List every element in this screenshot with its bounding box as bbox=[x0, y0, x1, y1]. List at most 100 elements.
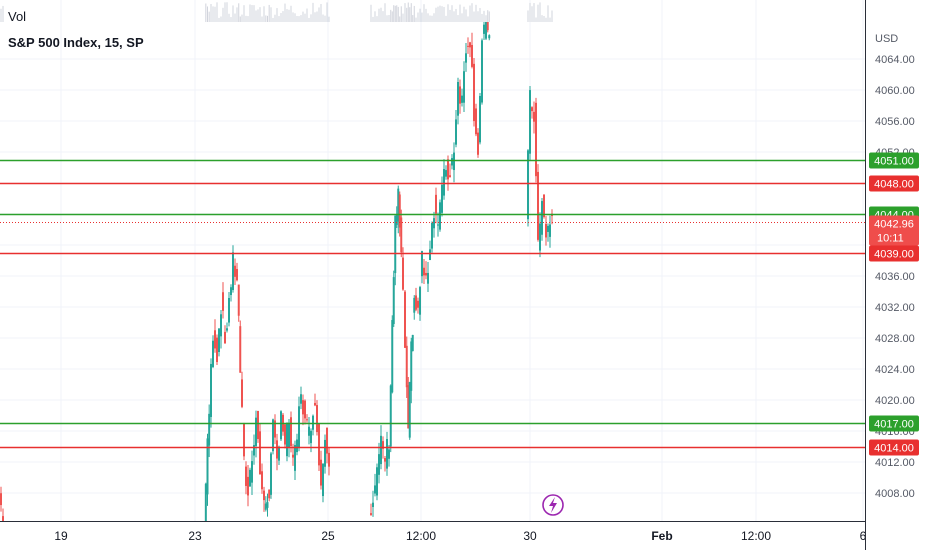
candle-body bbox=[239, 326, 242, 373]
candle-body bbox=[547, 225, 549, 232]
symbol-title[interactable]: S&P 500 Index, 15, SP bbox=[8, 35, 144, 50]
candle-body bbox=[237, 284, 240, 316]
level-price-tag bbox=[869, 245, 919, 262]
y-tick-label: 4008.00 bbox=[875, 488, 915, 500]
candle-body bbox=[228, 298, 230, 323]
candle-body bbox=[486, 22, 489, 31]
candle-body bbox=[537, 171, 539, 240]
candle-body bbox=[453, 152, 455, 171]
candle-body bbox=[214, 330, 216, 349]
candle-body bbox=[447, 159, 449, 180]
y-tick-label: 4024.00 bbox=[875, 364, 915, 376]
volume-bar bbox=[230, 17, 232, 22]
volume-bar bbox=[447, 4, 449, 22]
volume-bar bbox=[270, 7, 272, 23]
candle-body bbox=[0, 493, 2, 506]
candle-body bbox=[212, 340, 214, 368]
candle-body bbox=[264, 503, 267, 510]
volume-bar bbox=[427, 13, 429, 22]
volume-bar bbox=[318, 7, 320, 22]
volume-bar bbox=[549, 17, 551, 22]
candle-body bbox=[425, 272, 427, 276]
volume-bar bbox=[488, 11, 490, 22]
candle-body bbox=[533, 111, 535, 122]
volume-bar bbox=[469, 5, 471, 22]
volume-bar bbox=[372, 16, 374, 22]
candle-body bbox=[477, 132, 479, 155]
volume-bar bbox=[457, 15, 459, 22]
event-marker[interactable] bbox=[542, 494, 564, 516]
candle-body bbox=[216, 337, 218, 362]
volume-bar bbox=[417, 12, 419, 22]
volume-bar bbox=[212, 6, 214, 22]
candle-body bbox=[384, 458, 386, 462]
volume-bar bbox=[292, 12, 294, 22]
candle-body bbox=[294, 445, 296, 471]
price-tags: 4051.004048.004044.004039.004017.004014.… bbox=[869, 152, 919, 456]
candle-body bbox=[545, 223, 547, 238]
candle-body bbox=[539, 223, 541, 251]
volume-bar bbox=[286, 9, 288, 22]
volume-bar bbox=[228, 13, 230, 22]
candle-body bbox=[488, 35, 491, 39]
candle-body bbox=[320, 459, 322, 486]
candle-body bbox=[437, 224, 439, 226]
volume-bar bbox=[280, 13, 282, 22]
horizontal-levels bbox=[0, 159, 865, 449]
candle-body bbox=[402, 257, 404, 290]
candle-body bbox=[374, 485, 376, 494]
candle-body bbox=[419, 287, 421, 315]
volume-bar bbox=[226, 2, 228, 23]
volume-bar bbox=[412, 15, 414, 22]
volume-bar bbox=[409, 7, 411, 22]
candle-body bbox=[427, 272, 429, 284]
volume-legend-label[interactable]: Vol bbox=[8, 9, 27, 24]
volume-bar bbox=[218, 17, 220, 22]
candle-body bbox=[380, 435, 382, 465]
volume-bar bbox=[421, 12, 423, 22]
level-price-label: 4039.00 bbox=[874, 249, 914, 261]
candle-body bbox=[408, 382, 411, 438]
candle-body bbox=[224, 331, 226, 344]
volume-bar bbox=[529, 2, 531, 22]
candle-body bbox=[232, 252, 234, 290]
volume-bar bbox=[238, 3, 240, 22]
x-tick-label: 25 bbox=[321, 529, 335, 543]
lightning-bolt-icon[interactable] bbox=[542, 494, 564, 516]
volume-bar bbox=[415, 17, 417, 22]
candle-body bbox=[236, 269, 238, 281]
candle-body bbox=[230, 287, 232, 295]
volume-bar bbox=[485, 15, 487, 22]
volume-bar bbox=[449, 9, 451, 22]
candle-body bbox=[461, 95, 463, 103]
volume-bar bbox=[537, 4, 539, 23]
volume-bar bbox=[527, 10, 529, 22]
candle-body bbox=[316, 405, 318, 433]
candle-body bbox=[249, 469, 251, 487]
volume-bar bbox=[274, 14, 276, 22]
last-price-tag bbox=[869, 215, 919, 246]
candle-body bbox=[266, 502, 269, 508]
level-price-tag bbox=[869, 175, 919, 192]
volume-bar bbox=[431, 15, 433, 22]
candle-body bbox=[370, 513, 372, 515]
y-tick-label: 4060.00 bbox=[875, 85, 915, 97]
candle-body bbox=[400, 217, 403, 253]
level-price-tag bbox=[869, 415, 919, 432]
candle-body bbox=[404, 291, 406, 348]
candle-body bbox=[292, 454, 294, 458]
volume-bar bbox=[267, 15, 268, 22]
candle-body bbox=[485, 22, 487, 39]
level-price-label: 4048.00 bbox=[874, 179, 914, 191]
x-tick-label: 6 bbox=[860, 529, 867, 543]
candle-body bbox=[296, 439, 298, 453]
volume-bar bbox=[459, 4, 461, 22]
candle-body bbox=[407, 385, 410, 429]
volume-bar bbox=[393, 5, 395, 23]
volume-bar bbox=[294, 13, 296, 22]
candle-body bbox=[483, 24, 485, 34]
candle-body bbox=[226, 328, 228, 331]
volume-bar bbox=[247, 16, 249, 22]
volume-bar bbox=[255, 10, 257, 22]
